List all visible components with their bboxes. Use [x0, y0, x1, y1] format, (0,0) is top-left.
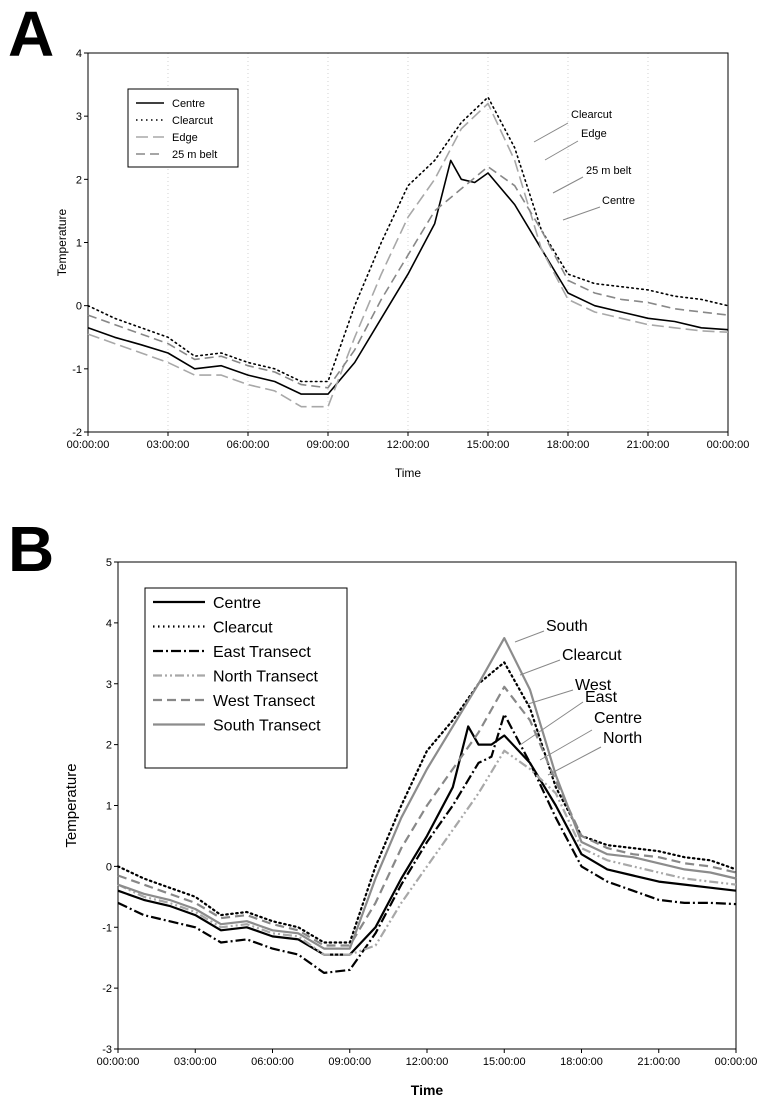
annotation-label: Clearcut	[562, 647, 622, 664]
x-tick-label: 06:00:00	[251, 1056, 294, 1068]
annotation-leader	[514, 630, 545, 643]
legend-label: North Transect	[213, 668, 318, 685]
series-line-edge	[87, 102, 729, 408]
legend-label: Clearcut	[172, 115, 213, 127]
y-tick-label: 2	[76, 174, 82, 186]
series-line-north-transect	[117, 749, 737, 956]
panel-letter-b: B	[8, 513, 55, 585]
x-tick-label: 12:00:00	[387, 439, 430, 451]
y-tick-label: -1	[72, 364, 82, 376]
chart-panel-a: -2 -1 0 1 2 3 4 00:00:00 03:00:00 06:00:00 09:00:0…	[55, 48, 749, 480]
series-line-centre	[87, 159, 729, 395]
annotation-label: Centre	[602, 195, 635, 207]
annotation-leader	[533, 122, 569, 143]
x-tick-label: 00:00:00	[707, 439, 750, 451]
y-tick-label: 0	[76, 301, 82, 313]
x-tick-label: 03:00:00	[147, 439, 190, 451]
series-line-centre	[117, 725, 737, 956]
y-tick-label: 4	[106, 618, 112, 630]
legend-label: East Transect	[213, 644, 311, 661]
legend-label: Centre	[213, 595, 261, 612]
series-line-clearcut	[87, 96, 729, 383]
annotation-leader	[562, 206, 601, 221]
x-tick-label: 18:00:00	[547, 439, 590, 451]
annotation-leader	[527, 689, 574, 705]
y-axis-label: Temperature	[63, 763, 80, 847]
y-axis-label: Temperature	[55, 208, 69, 276]
series-line-clearcut	[116, 661, 738, 944]
legend-label: 25 m belt	[172, 149, 217, 161]
annotation-label: Centre	[594, 710, 642, 727]
x-tick-label: 09:00:00	[328, 1056, 371, 1068]
x-tick-label: 15:00:00	[467, 439, 510, 451]
annotation-label: Edge	[581, 128, 607, 140]
x-tick-label: 03:00:00	[174, 1056, 217, 1068]
x-tick-label: 21:00:00	[637, 1056, 680, 1068]
y-tick-label: 2	[106, 740, 112, 752]
panel-letter-a: A	[8, 0, 55, 70]
series-line-west-transect	[117, 685, 737, 947]
x-tick-label: 06:00:00	[227, 439, 270, 451]
annotation-leader	[552, 176, 584, 194]
annotation-label: North	[603, 730, 642, 747]
series-line-25-m-belt	[87, 165, 729, 389]
chart-panel-b: -3 -2 -1 0 1 2 3 4 5 00:00:00 03:00:00 06:00:00 09:0…	[63, 557, 757, 1098]
x-tick-label: 21:00:00	[627, 439, 670, 451]
x-axis-label: Time	[395, 466, 422, 480]
y-tick-label: -3	[102, 1044, 112, 1056]
series-line-east-transect	[117, 713, 737, 974]
legend-label: West Transect	[213, 693, 316, 710]
y-tick-label: 0	[106, 861, 112, 873]
legend-label: South Transect	[213, 717, 321, 734]
x-tick-label: 00:00:00	[715, 1056, 758, 1068]
annotation-label: Clearcut	[571, 109, 612, 121]
legend-label: Centre	[172, 98, 205, 110]
y-tick-label: -1	[102, 922, 112, 934]
x-tick-label: 15:00:00	[483, 1056, 526, 1068]
annotation-label: South	[546, 618, 588, 635]
y-tick-label: 1	[76, 238, 82, 250]
x-tick-label: 18:00:00	[560, 1056, 603, 1068]
legend-box	[144, 587, 348, 769]
annotation-leader	[519, 701, 584, 746]
y-tick-label: 4	[76, 48, 82, 60]
y-tick-label: 3	[106, 679, 112, 691]
series-line-south-transect	[117, 637, 737, 950]
legend-label: Edge	[172, 132, 198, 144]
y-tick-label: -2	[102, 983, 112, 995]
x-tick-label: 00:00:00	[67, 439, 110, 451]
y-tick-label: 5	[106, 557, 112, 569]
x-tick-label: 00:00:00	[97, 1056, 140, 1068]
legend-box	[127, 88, 239, 168]
annotation-label: West	[575, 677, 612, 694]
y-tick-label: 3	[76, 111, 82, 123]
annotation-leader	[539, 729, 593, 761]
x-tick-label: 09:00:00	[307, 439, 350, 451]
annotation-leader	[547, 746, 602, 776]
annotation-label: 25 m belt	[586, 165, 631, 177]
y-tick-label: 1	[106, 801, 112, 813]
annotation-label: East	[585, 689, 618, 706]
legend-label: Clearcut	[213, 619, 273, 636]
y-tick-label: -2	[72, 427, 82, 439]
annotation-leader	[519, 659, 561, 676]
annotation-leader	[544, 140, 579, 161]
x-tick-label: 12:00:00	[406, 1056, 449, 1068]
x-axis-label: Time	[411, 1082, 444, 1098]
